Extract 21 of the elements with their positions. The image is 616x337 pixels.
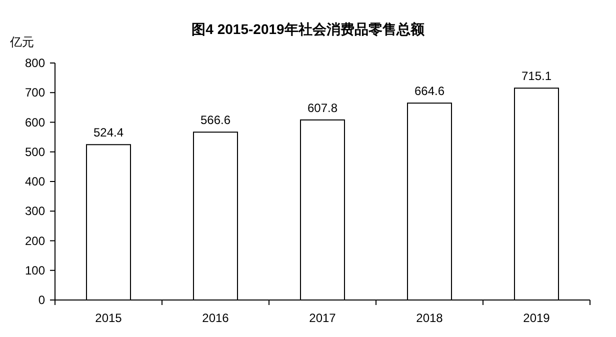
data-label: 664.6 bbox=[414, 84, 445, 98]
chart-title: 图4 2015-2019年社会消费品零售总额 bbox=[192, 21, 426, 37]
x-tick-label: 2019 bbox=[523, 311, 550, 325]
y-tick-label: 700 bbox=[24, 86, 46, 100]
y-axis-title: 亿元 bbox=[9, 35, 34, 49]
y-tick-label: 200 bbox=[24, 234, 46, 248]
data-label: 566.6 bbox=[200, 113, 231, 128]
y-tick-label: 800 bbox=[24, 56, 46, 70]
x-tick-label: 2016 bbox=[202, 311, 230, 325]
data-label: 715.1 bbox=[521, 69, 552, 84]
x-tick-label: 2017 bbox=[309, 311, 336, 325]
y-tick-label: 400 bbox=[24, 174, 46, 188]
data-label: 607.8 bbox=[307, 100, 338, 115]
x-tick-label: 2018 bbox=[416, 311, 444, 325]
y-tick-label: 600 bbox=[24, 115, 46, 130]
data-label: 524.4 bbox=[93, 126, 124, 140]
x-tick-label: 2015 bbox=[95, 311, 122, 325]
y-tick-label: 0 bbox=[38, 293, 46, 307]
y-tick-label: 500 bbox=[24, 144, 46, 159]
y-tick-label: 100 bbox=[24, 263, 46, 278]
y-tick-label: 300 bbox=[24, 204, 46, 218]
